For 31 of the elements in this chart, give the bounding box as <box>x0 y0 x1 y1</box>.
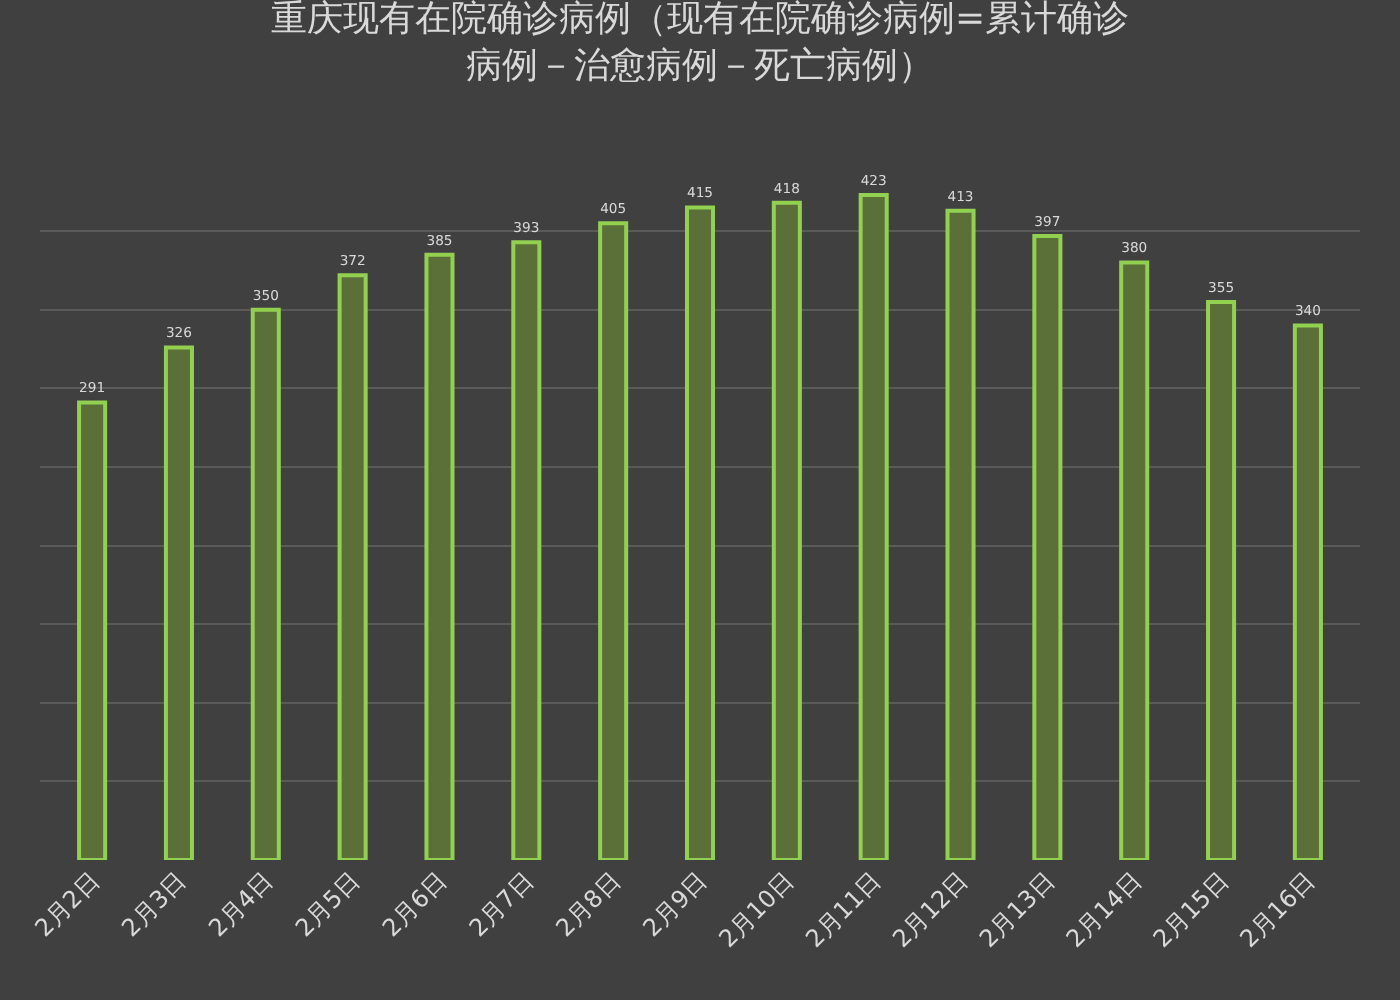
bar <box>1032 233 1063 860</box>
bar <box>250 307 281 860</box>
x-tick-label: 2月13日 <box>973 866 1061 954</box>
x-tick-label: 2月3日 <box>116 866 192 943</box>
x-tick-label: 2月15日 <box>1147 866 1234 954</box>
bar <box>163 345 194 860</box>
bar <box>1292 323 1323 860</box>
bar <box>945 208 976 860</box>
x-tick-label: 2月6日 <box>376 866 453 943</box>
bar <box>858 193 889 860</box>
x-tick-label: 2月14日 <box>1060 866 1147 954</box>
bar <box>1119 260 1150 860</box>
x-tick-label: 2月4日 <box>203 866 279 943</box>
x-tick-label: 2月12日 <box>887 866 974 954</box>
x-tick-label: 2月8日 <box>550 866 626 943</box>
bar <box>771 200 802 860</box>
bar <box>337 273 368 860</box>
bar <box>684 205 716 860</box>
x-tick-label: 2月16日 <box>1234 866 1321 954</box>
x-tick-label: 2月2日 <box>29 866 105 943</box>
bar <box>511 240 542 860</box>
x-tick-label: 2月5日 <box>290 866 366 943</box>
x-tick-label: 2月11日 <box>800 866 887 954</box>
x-tick-label: 2月10日 <box>713 866 800 954</box>
bar <box>77 400 108 860</box>
bar <box>1206 299 1237 860</box>
chart-title: 重庆现有在院确诊病例（现有在院确诊病例=累计确诊病例－治愈病例－死亡病例） <box>270 0 1130 87</box>
x-tick-label: 2月7日 <box>463 866 540 943</box>
bar <box>598 221 629 860</box>
x-tick-label: 2月9日 <box>637 866 713 943</box>
bar <box>424 252 455 860</box>
